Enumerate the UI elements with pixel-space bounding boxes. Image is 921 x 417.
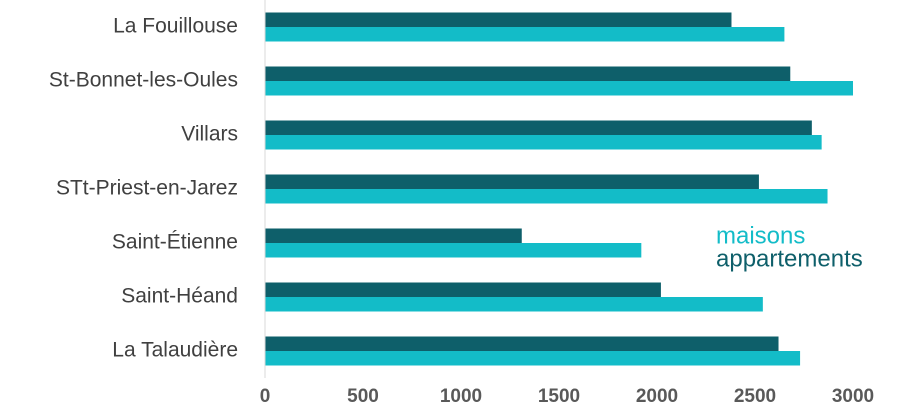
bar <box>265 189 828 204</box>
legend-label: appartements <box>716 245 863 272</box>
bar <box>265 135 822 150</box>
x-tick-label: 1000 <box>440 386 482 407</box>
x-tick-label: 2000 <box>636 386 678 407</box>
x-tick-label: 3000 <box>832 386 874 407</box>
bar <box>265 297 763 312</box>
y-tick-label: St-Bonnet-les-Oules <box>49 69 238 92</box>
x-tick-label: 2500 <box>734 386 776 407</box>
bar <box>265 66 791 81</box>
y-tick-label: La Talaudière <box>112 339 238 362</box>
y-tick-label: Saint-Étienne <box>112 231 238 254</box>
bar <box>265 351 801 366</box>
x-tick-label: 1500 <box>538 386 580 407</box>
y-tick-label: STt-Priest-en-Jarez <box>56 177 238 200</box>
y-tick-label: La Fouillouse <box>113 15 238 38</box>
bar <box>265 81 853 96</box>
y-tick-label: Saint-Héand <box>121 285 238 308</box>
x-tick-label: 500 <box>347 386 379 407</box>
bar <box>265 228 522 243</box>
bar <box>265 282 661 297</box>
bar <box>265 174 759 189</box>
bar <box>265 120 812 135</box>
bar <box>265 243 642 258</box>
legend-label: maisons <box>716 222 805 249</box>
bar <box>265 12 732 27</box>
x-tick-label: 0 <box>260 386 271 407</box>
bar <box>265 336 779 351</box>
y-tick-label: Villars <box>181 123 238 146</box>
bar <box>265 27 785 42</box>
